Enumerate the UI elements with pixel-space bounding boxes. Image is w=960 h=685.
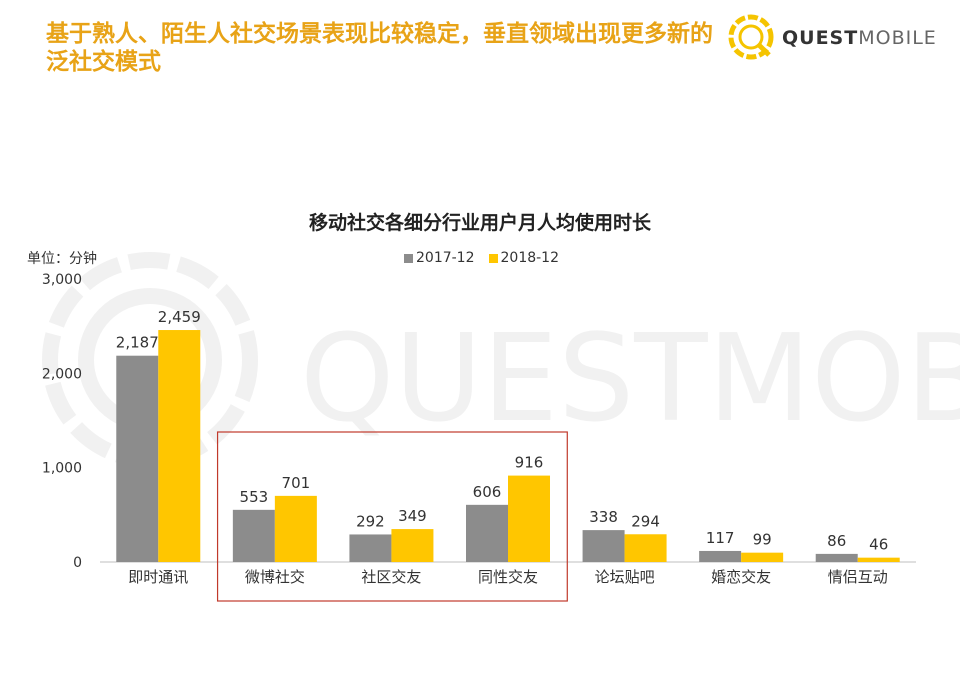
legend-label-2018: 2018-12: [500, 250, 560, 266]
bar-2017-12-4: [582, 530, 625, 562]
y-tick-label: 2,000: [42, 366, 82, 382]
bar-2017-12-3: [466, 504, 508, 562]
chart-title: 移动社交各细分行业用户月人均使用时长: [308, 212, 651, 234]
logo-ring-icon: [728, 14, 774, 60]
x-tick-label: 同性交友: [478, 568, 538, 586]
unit-label: 单位：分钟: [27, 251, 97, 267]
bar-2018-12-5: [741, 552, 784, 562]
chart-legend: 2017-12 2018-12: [404, 250, 559, 266]
x-tick-label: 婚恋交友: [711, 568, 771, 586]
legend-item-2018: 2018-12: [488, 250, 560, 266]
data-label-2018-12-2: 349: [398, 507, 427, 525]
page-headline: 基于熟人、陌生人社交场景表现比较稳定，垂直领域出现更多新的泛社交模式: [46, 21, 713, 75]
data-label-2017-12-4: 338: [589, 508, 618, 526]
bar-2018-12-6: [857, 557, 900, 562]
legend-swatch-2018: [488, 253, 498, 263]
x-tick-label: 情侣互动: [828, 568, 888, 586]
y-tick-label: 0: [73, 555, 82, 571]
logo-wordmark: QUESTMOBILE: [782, 27, 937, 49]
legend-label-2017: 2017-12: [416, 250, 475, 266]
bar-2017-12-6: [815, 553, 858, 562]
bar-2017-12-1: [232, 509, 275, 562]
legend-swatch-2017: [404, 253, 413, 263]
data-label-2017-12-0: 2,187: [116, 334, 159, 352]
questmobile-logo: QUESTMOBILE: [726, 12, 936, 62]
data-label-2017-12-3: 606: [473, 483, 502, 501]
x-tick-label: 社区交友: [361, 568, 421, 586]
bar-2018-12-3: [508, 475, 550, 562]
bar-2018-12-1: [274, 495, 317, 562]
svg-text:QUESTMOBILE: QUESTMOBILE: [300, 310, 960, 449]
data-label-2017-12-2: 292: [356, 512, 385, 530]
data-label-2018-12-0: 2,459: [158, 308, 201, 326]
data-label-2017-12-1: 553: [240, 488, 269, 506]
x-tick-label: 即时通讯: [128, 568, 188, 586]
x-tick-label: 论坛贴吧: [595, 568, 655, 586]
data-label-2017-12-6: 86: [827, 532, 846, 550]
bar-2018-12-4: [624, 534, 667, 562]
x-tick-label: 微博社交: [245, 568, 305, 586]
y-tick-label: 3,000: [42, 272, 82, 288]
bar-2018-12-2: [391, 529, 434, 562]
bar-2017-12-0: [116, 355, 159, 562]
legend-item-2017: 2017-12: [404, 250, 475, 266]
y-tick-label: 1,000: [42, 461, 82, 477]
data-label-2018-12-6: 46: [869, 536, 888, 554]
data-label-2018-12-3: 916: [515, 454, 544, 472]
data-label-2018-12-5: 99: [753, 531, 772, 549]
bar-2017-12-5: [699, 550, 742, 562]
data-label-2017-12-5: 117: [706, 529, 735, 547]
data-label-2018-12-1: 701: [282, 474, 311, 492]
bar-2017-12-2: [349, 534, 392, 562]
highlight-box: [216, 431, 568, 602]
bar-2018-12-0: [158, 330, 201, 562]
data-label-2018-12-4: 294: [631, 512, 660, 530]
